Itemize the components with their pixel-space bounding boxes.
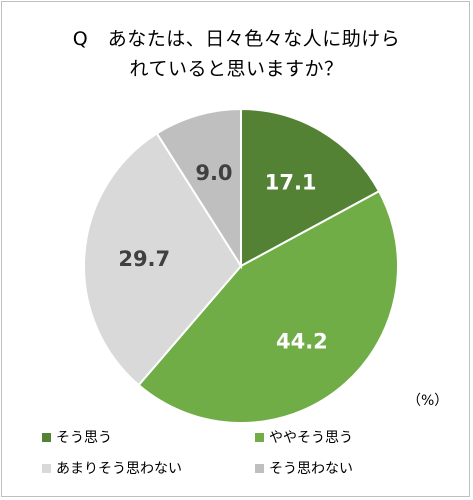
slice-value-label-2: 44.2: [276, 330, 328, 354]
pie-slice-3: [83, 132, 243, 387]
chart-title-line-2: れていると思いますか？: [129, 58, 344, 80]
slice-value-label-4: 9.0: [195, 161, 232, 185]
chart-title: Q あなたは、日々色々な人に助けら れていると思いますか？: [2, 24, 471, 84]
pie-slice-1: [240, 107, 381, 268]
chart-title-line-1: Q あなたは、日々色々な人に助けら: [72, 28, 401, 50]
slice-value-label-1: 17.1: [265, 171, 317, 195]
unit-label: （%）: [407, 393, 449, 409]
slice-value-label-3: 29.7: [118, 247, 170, 271]
pie-slice-2: [137, 189, 399, 424]
pie-slice-4: [155, 107, 242, 270]
